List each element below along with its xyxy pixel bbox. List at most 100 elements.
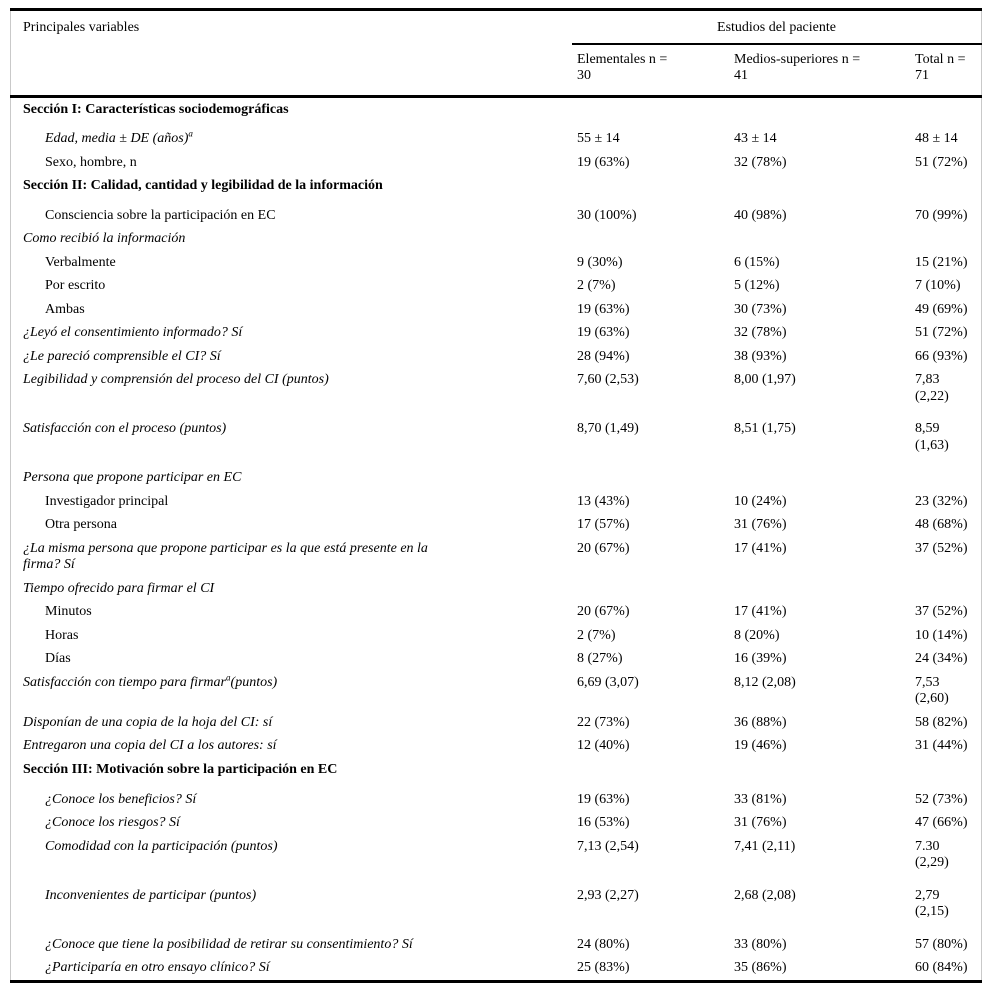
value-cell: 20 (67%) bbox=[577, 540, 630, 556]
value-cell: 8 (20%) bbox=[734, 627, 780, 643]
value-cell: 32 (78%) bbox=[734, 325, 787, 341]
table-row: Tiempo ofrecido para firmar el CI bbox=[11, 577, 982, 601]
value-cell: 30 (73%) bbox=[734, 301, 787, 317]
row-label: Verbalmente bbox=[45, 254, 116, 270]
value-cell: 2,79 (2,15) bbox=[915, 887, 949, 920]
column-header-elementales: Elementales n = 30 bbox=[572, 43, 729, 98]
value-cell: 19 (63%) bbox=[577, 325, 630, 341]
value-cell: 47 (66%) bbox=[915, 815, 968, 831]
row-label: Por escrito bbox=[45, 278, 106, 294]
value-cell: 33 (80%) bbox=[734, 936, 787, 952]
value-cell bbox=[729, 466, 910, 490]
value-cell: 2,68 (2,08) bbox=[734, 887, 796, 903]
value-cell: 8 (27%) bbox=[577, 651, 623, 667]
table-row: Como recibió la información bbox=[11, 227, 982, 251]
value-cell bbox=[729, 577, 910, 601]
table-row: Inconvenientes de participar (puntos) 2,9… bbox=[11, 884, 982, 933]
value-cell: 58 (82%) bbox=[915, 714, 968, 730]
value-cell: 33 (81%) bbox=[734, 791, 787, 807]
value-cell: 19 (63%) bbox=[577, 301, 630, 317]
value-cell bbox=[910, 96, 982, 127]
value-cell: 31 (76%) bbox=[734, 815, 787, 831]
row-label: Días bbox=[45, 651, 71, 667]
row-label: Entregaron una copia del CI a los autore… bbox=[23, 738, 277, 754]
value-cell bbox=[910, 174, 982, 204]
column-header-medios-superiores: Medios-superiores n = 41 bbox=[729, 43, 910, 98]
row-label: Legibilidad y comprensión del proceso de… bbox=[23, 372, 329, 388]
value-cell: 20 (67%) bbox=[577, 604, 630, 620]
value-cell bbox=[572, 96, 729, 127]
table-row: Edad, media ± DE (años)a 55 ± 14 43 ± 14 48… bbox=[11, 127, 982, 151]
row-label: Ambas bbox=[45, 301, 85, 317]
section-label: Sección II: Calidad, cantidad y legibili… bbox=[23, 178, 383, 194]
section-row: Sección II: Calidad, cantidad y legibili… bbox=[11, 174, 982, 204]
value-cell: 19 (46%) bbox=[734, 738, 787, 754]
value-cell: 37 (52%) bbox=[915, 604, 968, 620]
value-cell: 31 (76%) bbox=[734, 517, 787, 533]
row-label: ¿Conoce los riesgos? Sí bbox=[45, 815, 180, 831]
value-cell: 2,93 (2,27) bbox=[577, 887, 639, 903]
value-cell: 17 (57%) bbox=[577, 517, 630, 533]
table-row: Satisfacción con tiempo para firmara(pun… bbox=[11, 671, 982, 711]
value-cell: 51 (72%) bbox=[915, 325, 968, 341]
row-label: Satisfacción con el proceso (puntos) bbox=[23, 421, 227, 437]
value-cell: 23 (32%) bbox=[915, 493, 968, 509]
section-row: Sección I: Características sociodemográf… bbox=[11, 96, 982, 127]
value-cell: 13 (43%) bbox=[577, 493, 630, 509]
table-row: Persona que propone participar en EC bbox=[11, 466, 982, 490]
value-cell: 43 ± 14 bbox=[734, 131, 777, 147]
value-cell: 8,51 (1,75) bbox=[734, 421, 796, 437]
table-row: ¿Le pareció comprensible el CI? Sí 28 (94… bbox=[11, 345, 982, 369]
table-body: Sección I: Características sociodemográf… bbox=[11, 96, 982, 981]
value-cell: 60 (84%) bbox=[915, 960, 968, 976]
table-row: Entregaron una copia del CI a los autore… bbox=[11, 734, 982, 758]
row-label: ¿Le pareció comprensible el CI? Sí bbox=[23, 348, 221, 364]
value-cell bbox=[572, 758, 729, 788]
value-cell: 9 (30%) bbox=[577, 254, 623, 270]
row-label: ¿La misma persona que propone participar… bbox=[23, 540, 428, 573]
value-cell: 7,83 (2,22) bbox=[915, 372, 949, 404]
value-cell bbox=[910, 227, 982, 251]
value-cell: 49 (69%) bbox=[915, 301, 968, 317]
row-label: Tiempo ofrecido para firmar el CI bbox=[23, 580, 215, 596]
section-label: Sección III: Motivación sobre la partici… bbox=[23, 761, 338, 777]
table-row: Sexo, hombre, n 19 (63%) 32 (78%) 51 (72%) bbox=[11, 151, 982, 175]
row-label: Otra persona bbox=[45, 517, 117, 533]
value-cell: 7,60 (2,53) bbox=[577, 372, 639, 388]
table-row: ¿La misma persona que propone participar… bbox=[11, 537, 982, 577]
value-cell bbox=[910, 758, 982, 788]
table-row: Satisfacción con el proceso (puntos) 8,70… bbox=[11, 417, 982, 466]
value-cell: 24 (80%) bbox=[577, 936, 630, 952]
table-row: Otra persona 17 (57%) 31 (76%) 48 (68%) bbox=[11, 513, 982, 537]
table-row: Días 8 (27%) 16 (39%) 24 (34%) bbox=[11, 647, 982, 671]
value-cell: 12 (40%) bbox=[577, 738, 630, 754]
table-row: Investigador principal 13 (43%) 10 (24%) 23… bbox=[11, 490, 982, 514]
row-label: ¿Conoce que tiene la posibilidad de reti… bbox=[45, 936, 413, 952]
value-cell: 51 (72%) bbox=[915, 154, 968, 170]
value-cell: 25 (83%) bbox=[577, 960, 630, 976]
table-row: ¿Conoce los riesgos? Sí 16 (53%) 31 (76%) 4… bbox=[11, 811, 982, 835]
section-row: Sección III: Motivación sobre la partici… bbox=[11, 758, 982, 788]
table-row: Minutos 20 (67%) 17 (41%) 37 (52%) bbox=[11, 600, 982, 624]
value-cell bbox=[572, 466, 729, 490]
table-row: Legibilidad y comprensión del proceso de… bbox=[11, 368, 982, 417]
value-cell: 17 (41%) bbox=[734, 604, 787, 620]
value-cell: 7,13 (2,54) bbox=[577, 838, 639, 854]
variables-column-header: Principales variables bbox=[10, 9, 572, 98]
value-cell: 2 (7%) bbox=[577, 278, 616, 294]
value-cell bbox=[910, 466, 982, 490]
value-cell bbox=[729, 227, 910, 251]
value-cell: 57 (80%) bbox=[915, 936, 968, 952]
row-label: ¿Leyó el consentimiento informado? Sí bbox=[23, 325, 243, 341]
table-row: ¿Conoce que tiene la posibilidad de reti… bbox=[11, 933, 982, 957]
row-label: Satisfacción con tiempo para firmara(pun… bbox=[23, 672, 278, 690]
value-cell: 2 (7%) bbox=[577, 627, 616, 643]
value-cell: 15 (21%) bbox=[915, 254, 968, 270]
value-cell: 19 (63%) bbox=[577, 791, 630, 807]
patient-studies-table: Principales variables Estudios del pacie… bbox=[10, 8, 982, 983]
value-cell: 8,70 (1,49) bbox=[577, 421, 639, 437]
section-label: Sección I: Características sociodemográf… bbox=[23, 101, 289, 117]
value-cell: 66 (93%) bbox=[915, 348, 968, 364]
table-row: ¿Participaría en otro ensayo clínico? Sí… bbox=[11, 956, 982, 981]
value-cell: 17 (41%) bbox=[734, 540, 787, 556]
